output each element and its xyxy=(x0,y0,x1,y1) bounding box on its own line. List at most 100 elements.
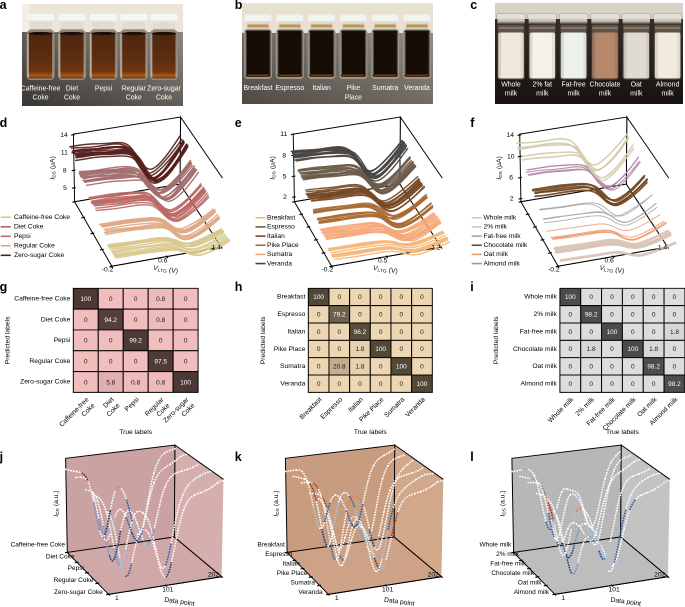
svg-text:0: 0 xyxy=(379,364,383,371)
svg-text:Regular: Regular xyxy=(122,86,147,93)
svg-text:0: 0 xyxy=(400,294,404,301)
svg-text:11: 11 xyxy=(280,131,287,138)
svg-text:Predicted labels: Predicted labels xyxy=(493,316,500,364)
svg-text:0: 0 xyxy=(652,312,656,319)
svg-text:0: 0 xyxy=(610,346,614,353)
svg-text:0: 0 xyxy=(317,381,321,388)
svg-text:0: 0 xyxy=(317,346,321,353)
svg-text:101: 101 xyxy=(609,587,620,594)
svg-text:0: 0 xyxy=(652,294,656,301)
svg-text:Espresso: Espresso xyxy=(265,551,292,558)
svg-text:0: 0 xyxy=(358,381,362,388)
svg-text:Chocolate milk: Chocolate milk xyxy=(491,570,534,577)
svg-text:202: 202 xyxy=(654,572,665,579)
svg-text:8: 8 xyxy=(282,152,286,159)
svg-text:0: 0 xyxy=(317,312,321,319)
svg-text:0: 0 xyxy=(631,294,635,301)
svg-text:99.2: 99.2 xyxy=(129,338,142,345)
svg-text:0: 0 xyxy=(569,364,573,371)
svg-text:Breakfast: Breakfast xyxy=(243,85,272,92)
svg-text:0.8: 0.8 xyxy=(156,379,165,386)
svg-text:0: 0 xyxy=(379,329,383,336)
svg-text:101: 101 xyxy=(382,587,393,594)
svg-text:Pike Place: Pike Place xyxy=(277,570,308,577)
svg-text:Almond milk: Almond milk xyxy=(514,589,550,596)
svg-text:10: 10 xyxy=(507,153,515,160)
svg-text:Place: Place xyxy=(345,95,362,102)
svg-text:0: 0 xyxy=(159,338,163,345)
svg-text:0: 0 xyxy=(420,312,424,319)
svg-text:5: 5 xyxy=(63,185,67,192)
svg-text:202: 202 xyxy=(208,572,219,579)
svg-text:0: 0 xyxy=(184,317,188,324)
svg-text:0: 0 xyxy=(610,364,614,371)
svg-text:0.6: 0.6 xyxy=(604,258,614,265)
svg-text:milk: milk xyxy=(599,91,612,98)
svg-text:Fat-free: Fat-free xyxy=(562,82,586,89)
svg-text:0: 0 xyxy=(589,381,593,388)
svg-text:0: 0 xyxy=(569,346,573,353)
svg-text:5.8: 5.8 xyxy=(106,379,115,386)
svg-text:0: 0 xyxy=(184,296,188,303)
svg-text:-0.2: -0.2 xyxy=(548,267,560,274)
svg-text:I D S (: I D S ( µ A ) xyxy=(35,152,61,179)
svg-text:Data point: Data point xyxy=(164,597,195,607)
svg-text:Breakfast: Breakfast xyxy=(277,294,305,301)
svg-text:Data point: Data point xyxy=(610,597,641,607)
svg-text:97.5: 97.5 xyxy=(154,358,167,365)
svg-text:1: 1 xyxy=(335,595,339,602)
svg-text:96.2: 96.2 xyxy=(354,329,367,336)
svg-text:Pike: Pike xyxy=(347,85,361,92)
svg-text:True labels: True labels xyxy=(606,429,639,436)
svg-text:Fat-free milk: Fat-free milk xyxy=(520,328,558,335)
svg-text:Oat milk: Oat milk xyxy=(483,251,508,258)
svg-text:0: 0 xyxy=(631,312,635,319)
svg-text:0: 0 xyxy=(84,358,88,365)
svg-text:100: 100 xyxy=(627,346,638,353)
svg-text:100: 100 xyxy=(375,346,386,353)
svg-text:100: 100 xyxy=(80,296,91,303)
svg-text:Sumatra: Sumatra xyxy=(267,251,293,258)
svg-text:0: 0 xyxy=(379,294,383,301)
svg-text:0: 0 xyxy=(317,329,321,336)
svg-text:Coke: Coke xyxy=(33,95,49,102)
svg-text:0: 0 xyxy=(109,296,113,303)
svg-text:Oat milk: Oat milk xyxy=(532,363,557,370)
svg-text:8: 8 xyxy=(63,167,67,174)
svg-text:1.4: 1.4 xyxy=(212,245,222,252)
svg-text:0: 0 xyxy=(317,364,321,371)
svg-text:Zero-sugar Coke: Zero-sugar Coke xyxy=(54,589,103,596)
svg-text:0: 0 xyxy=(358,312,362,319)
svg-text:2: 2 xyxy=(283,194,287,201)
svg-text:Pike Place: Pike Place xyxy=(267,242,299,249)
svg-text:94.2: 94.2 xyxy=(104,317,117,324)
svg-text:1.8: 1.8 xyxy=(355,364,364,371)
svg-text:0: 0 xyxy=(631,329,635,336)
svg-text:milk: milk xyxy=(661,91,674,98)
svg-text:Coke: Coke xyxy=(156,95,172,102)
svg-text:Regular Coke: Regular Coke xyxy=(29,358,70,365)
svg-text:Data point: Data point xyxy=(384,597,415,607)
svg-text:Coke: Coke xyxy=(126,95,142,102)
svg-text:milk: milk xyxy=(630,91,643,98)
svg-text:0.8: 0.8 xyxy=(156,317,165,324)
svg-text:Sumatra: Sumatra xyxy=(280,363,306,370)
svg-text:2% milk: 2% milk xyxy=(533,311,557,318)
svg-text:Chocolate milk: Chocolate milk xyxy=(513,346,558,353)
svg-text:Breakfast: Breakfast xyxy=(267,215,295,222)
svg-text:-0.2: -0.2 xyxy=(102,267,114,274)
svg-text:0: 0 xyxy=(420,364,424,371)
svg-text:0: 0 xyxy=(400,312,404,319)
svg-text:Fat-free milk: Fat-free milk xyxy=(483,233,521,240)
svg-text:14: 14 xyxy=(507,132,515,139)
svg-text:Almond: Almond xyxy=(656,82,680,89)
svg-text:Veranda: Veranda xyxy=(280,380,305,387)
svg-text:V L T G: V L T G ( V ) xyxy=(152,250,184,280)
svg-text:-0.2: -0.2 xyxy=(322,267,334,274)
svg-text:Chocolate milk: Chocolate milk xyxy=(483,242,528,249)
svg-text:Pepsi: Pepsi xyxy=(14,233,31,240)
svg-text:0: 0 xyxy=(673,294,677,301)
svg-text:Zero-sugar Coke: Zero-sugar Coke xyxy=(20,379,70,386)
svg-text:Diet Coke: Diet Coke xyxy=(14,224,44,231)
svg-text:1.4: 1.4 xyxy=(658,245,668,252)
